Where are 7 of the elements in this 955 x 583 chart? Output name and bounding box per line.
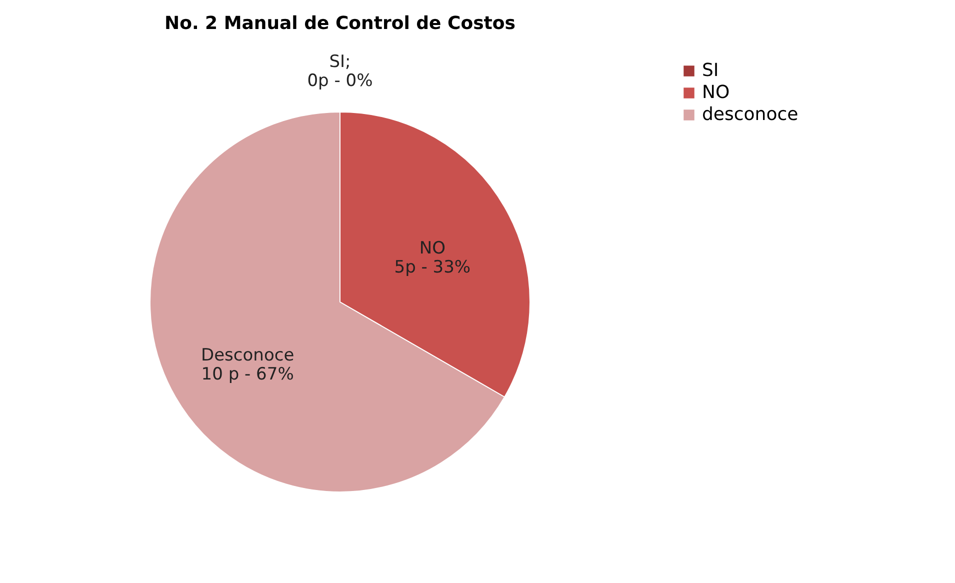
text: SI; 0p - 0% [307,52,373,91]
data-label: NO 5p - 33% [394,238,471,278]
data-label: Desconoce 10 p - 67% [201,345,294,384]
legend-label: SI [702,60,719,81]
chart-title: No. 2 Manual de Control de Costos [164,13,516,34]
legend-label: desconoce [702,104,798,125]
legend-label: NO [702,82,730,103]
